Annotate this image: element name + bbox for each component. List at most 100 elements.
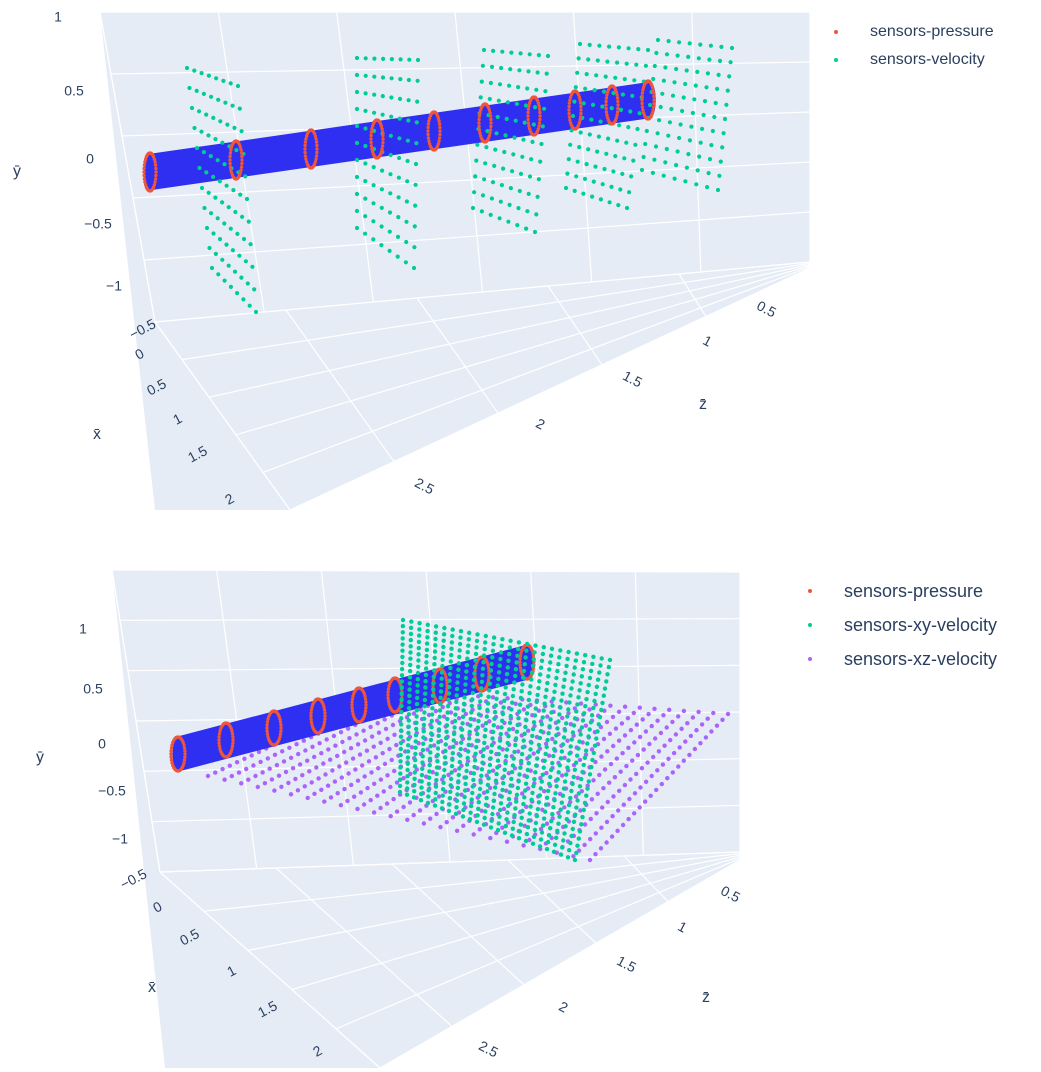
xy-velocity-sensor-point bbox=[555, 828, 560, 833]
xy-velocity-sensor-point bbox=[431, 687, 436, 692]
xz-velocity-sensor-point bbox=[620, 751, 625, 756]
pressure-sensor-point bbox=[352, 714, 356, 719]
xy-velocity-sensor-point bbox=[473, 751, 478, 756]
pressure-sensor-point bbox=[436, 116, 441, 120]
pressure-sensor-point bbox=[567, 115, 572, 119]
xy-velocity-sensor-point bbox=[442, 767, 447, 773]
xy-velocity-sensor-point bbox=[454, 805, 459, 810]
velocity-sensor-point bbox=[536, 177, 542, 182]
velocity-sensor-point bbox=[209, 211, 214, 216]
velocity-sensor-point bbox=[712, 114, 717, 120]
xy-velocity-sensor-point bbox=[414, 720, 419, 725]
xy-velocity-sensor-point bbox=[398, 777, 403, 782]
xz-velocity-sensor-point bbox=[272, 788, 277, 793]
xy-velocity-sensor-point bbox=[514, 729, 520, 734]
xz-velocity-sensor-point bbox=[556, 810, 561, 816]
pressure-sensor-point bbox=[309, 714, 313, 718]
xz-velocity-sensor-point bbox=[488, 785, 493, 791]
xy-velocity-sensor-point bbox=[541, 816, 547, 821]
pressure-sensor-point bbox=[640, 98, 644, 102]
xz-velocity-sensor-point bbox=[527, 837, 532, 843]
chart-bottom-canvas[interactable]: 10.50−0.5−1ȳ−0.500.511.52x̄0.511.522.5z̄ bbox=[0, 540, 1041, 1072]
pressure-sensor-point bbox=[605, 93, 609, 97]
pressure-sensor-point bbox=[488, 128, 493, 132]
velocity-sensor-point bbox=[213, 137, 218, 142]
pressure-sensor-point bbox=[277, 714, 281, 719]
xy-velocity-sensor-point bbox=[472, 671, 477, 676]
velocity-sensor-point bbox=[506, 219, 511, 224]
xz-velocity-sensor-point bbox=[309, 780, 314, 785]
pressure-sensor-point bbox=[386, 699, 391, 703]
xy-velocity-sensor-point bbox=[570, 730, 576, 735]
xy-velocity-sensor-point bbox=[553, 791, 558, 796]
xy-velocity-sensor-point bbox=[581, 807, 586, 813]
xy-velocity-sensor-point bbox=[409, 619, 414, 624]
pressure-sensor-point bbox=[229, 726, 233, 731]
xy-velocity-sensor-point bbox=[405, 749, 411, 754]
xy-velocity-sensor-point bbox=[464, 762, 470, 767]
xz-velocity-sensor-point bbox=[621, 802, 626, 807]
z-tick-label: 1.5 bbox=[614, 952, 639, 975]
velocity-sensor-point bbox=[654, 50, 659, 56]
xz-velocity-sensor-point bbox=[303, 748, 308, 753]
xy-velocity-sensor-point bbox=[414, 708, 419, 713]
xy-velocity-sensor-point bbox=[421, 741, 426, 746]
legend-item-sensors-pressure[interactable]: sensors-pressure bbox=[834, 18, 994, 46]
xz-velocity-sensor-point bbox=[687, 752, 692, 758]
xz-velocity-sensor-point bbox=[578, 808, 583, 813]
xy-velocity-sensor-point bbox=[443, 742, 448, 747]
xz-velocity-sensor-point bbox=[297, 762, 303, 767]
legend-item-sensors-velocity[interactable]: sensors-velocity bbox=[834, 46, 994, 74]
xy-velocity-sensor-point bbox=[398, 752, 403, 758]
xy-velocity-sensor-point bbox=[570, 781, 575, 787]
chart-top-canvas[interactable]: 10.50−0.5−1ȳ−0.500.511.52x̄0.511.522.5z̄ bbox=[0, 0, 1041, 530]
xy-velocity-sensor-point bbox=[489, 749, 494, 754]
xy-velocity-sensor-point bbox=[502, 691, 508, 697]
xy-velocity-sensor-point bbox=[454, 798, 460, 803]
xy-velocity-sensor-point bbox=[572, 857, 578, 863]
xy-velocity-sensor-point bbox=[490, 811, 495, 817]
velocity-sensor-point bbox=[202, 205, 207, 211]
velocity-sensor-point bbox=[572, 99, 577, 104]
velocity-sensor-point bbox=[406, 118, 411, 123]
xy-velocity-sensor-point bbox=[546, 674, 551, 679]
xz-velocity-sensor-point bbox=[485, 745, 490, 750]
z-axis-title: z̄ bbox=[702, 989, 710, 1006]
legend-item-sensors-xy-velocity[interactable]: sensors-xy-velocity bbox=[808, 608, 997, 642]
xy-velocity-sensor-point bbox=[524, 831, 530, 837]
velocity-sensor-point bbox=[575, 159, 580, 164]
pressure-sensor-point bbox=[518, 660, 522, 664]
xy-velocity-sensor-point bbox=[518, 822, 523, 827]
pressure-sensor-point bbox=[605, 116, 610, 120]
legend-item-sensors-pressure[interactable]: sensors-pressure bbox=[808, 574, 997, 608]
xy-velocity-sensor-point bbox=[553, 682, 558, 688]
xy-velocity-sensor-point bbox=[563, 670, 568, 675]
xy-velocity-sensor-point bbox=[547, 724, 552, 729]
xz-velocity-sensor-point bbox=[660, 762, 666, 767]
grid-line bbox=[143, 758, 741, 772]
chart-bottom[interactable]: 1 0.5 0 −0.5 −1 ȳ −0.5 0 0.5 1 1.5 2 x̄ 0.5 1 1.5 2 2.5 z̄… bbox=[0, 540, 1041, 1072]
pressure-sensor-point bbox=[651, 88, 655, 92]
xy-velocity-sensor-point bbox=[546, 833, 552, 838]
xy-velocity-sensor-point bbox=[524, 648, 529, 653]
xz-velocity-sensor-point bbox=[652, 706, 657, 711]
velocity-sensor-point bbox=[705, 185, 710, 190]
xy-velocity-sensor-point bbox=[507, 790, 512, 795]
xy-velocity-sensor-point bbox=[472, 664, 478, 670]
xy-velocity-sensor-point bbox=[490, 655, 495, 660]
xy-velocity-sensor-point bbox=[414, 714, 419, 719]
velocity-sensor-point bbox=[606, 136, 611, 141]
pressure-sensor-point bbox=[477, 128, 482, 132]
pressure-sensor-point bbox=[641, 111, 646, 115]
pressure-sensor-point bbox=[426, 125, 430, 130]
chart-top[interactable]: 1 0.5 0 −0.5 −1 ȳ −0.5 0 0.5 1 1.5 2 x̄ 0.5 1 1.5 2 2.5 z̄… bbox=[0, 0, 1041, 530]
pressure-sensor-point bbox=[267, 737, 271, 742]
legend-item-sensors-xz-velocity[interactable]: sensors-xz-velocity bbox=[808, 642, 997, 676]
velocity-sensor-point bbox=[516, 85, 521, 90]
velocity-sensor-point bbox=[514, 101, 520, 106]
xy-velocity-sensor-point bbox=[533, 820, 539, 826]
xz-velocity-sensor-point bbox=[360, 763, 365, 768]
xy-velocity-sensor-point bbox=[503, 760, 508, 766]
xy-velocity-sensor-point bbox=[538, 729, 544, 734]
xy-velocity-sensor-point bbox=[528, 684, 533, 689]
